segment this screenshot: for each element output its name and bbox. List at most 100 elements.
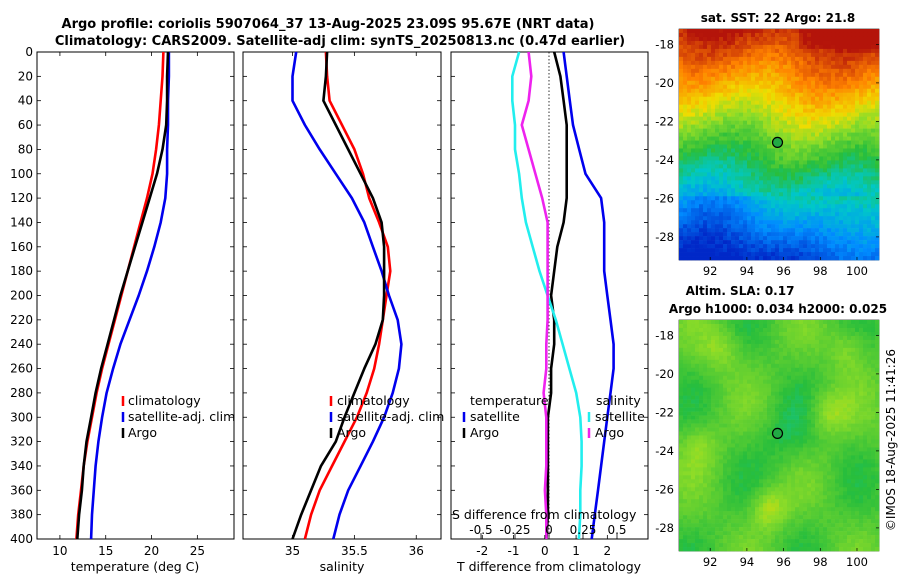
lon-tick-label: 100 [846, 264, 868, 278]
depth-tick-label: 240 [10, 337, 33, 351]
lon-tick-label: 96 [776, 264, 791, 278]
series-line-temperature-argo [545, 51, 569, 540]
legend-t-satellite-label: satellite [470, 409, 520, 424]
s-tick-label: -0.5 [469, 523, 492, 537]
s-tick-label: 0 [545, 523, 553, 537]
lat-tick-label: -28 [655, 230, 674, 244]
depth-tick-label: 320 [10, 435, 33, 449]
legend-s-argo-label: Argo [595, 425, 624, 440]
s-tick-label: 0.5 [607, 523, 626, 537]
x-tick-label: 0 [541, 544, 549, 558]
depth-tick-label: 360 [10, 483, 33, 497]
lon-tick-label: 94 [740, 555, 755, 569]
sla-map-title: Altim. SLA: 0.17 [686, 284, 795, 298]
lon-tick-label: 94 [740, 264, 755, 278]
depth-tick-label: 200 [10, 289, 33, 303]
lon-tick-label: 100 [846, 555, 868, 569]
x-tick-label: 2 [604, 544, 612, 558]
series-line-satellite-adj-clim [291, 51, 403, 540]
series-line-satellite-adj-clim [89, 52, 171, 540]
lat-tick-label: -18 [655, 37, 674, 51]
x-tick-label: 25 [190, 544, 205, 558]
lat-tick-label: -20 [655, 367, 674, 381]
argo-float-marker [771, 427, 784, 439]
temperature-panel: 10 15 20 25 0 20 40 60 80 100 120 140 160 180 200 220 24… [10, 45, 235, 574]
x-tick-label: 15 [98, 544, 113, 558]
series-line-salinity-argo [520, 51, 549, 539]
depth-tick-label: 140 [10, 215, 33, 229]
salinity-xlabel: salinity [320, 559, 365, 574]
temperature-xlabel: temperature (deg C) [71, 559, 200, 574]
figure-title-line2: Climatology: CARS2009. Satellite-adj cli… [55, 34, 625, 49]
series-line-argo [291, 51, 386, 540]
s-difference-xlabel: S difference from climatology [452, 507, 637, 522]
depth-tick-label: 120 [10, 191, 33, 205]
lon-tick-label: 92 [703, 555, 718, 569]
depth-tick-label: 60 [18, 118, 33, 132]
lat-tick-label: -24 [655, 444, 674, 458]
x-tick-label: 36 [409, 544, 424, 558]
depth-tick-label: 380 [10, 508, 33, 522]
lat-tick-label: -20 [655, 76, 674, 90]
lat-tick-label: -18 [655, 328, 674, 342]
sst-map: sat. SST: 22 Argo: 21.8 92 94 96 98 100 -18 -2… [655, 11, 880, 278]
depth-tick-label: 340 [10, 459, 33, 473]
x-tick-label: 10 [52, 544, 67, 558]
legend-argo-label: Argo [128, 425, 157, 440]
x-tick-label: 35 [285, 544, 300, 558]
depth-tick-label: 100 [10, 167, 33, 181]
depth-tick-label: 400 [10, 532, 33, 546]
series-line-argo [76, 51, 170, 540]
sla-map-subtitle: Argo h1000: 0.034 h2000: 0.025 [669, 302, 887, 316]
sst-map-title: sat. SST: 22 Argo: 21.8 [701, 11, 855, 25]
lon-tick-label: 98 [813, 264, 828, 278]
legend-t-argo-label: Argo [470, 425, 499, 440]
depth-tick-label: 40 [18, 94, 33, 108]
x-tick-label: 20 [144, 544, 159, 558]
depth-tick-label: 160 [10, 240, 33, 254]
lat-tick-label: -22 [655, 405, 674, 419]
x-tick-label: -1 [508, 544, 520, 558]
legend-argo-label: Argo [337, 425, 366, 440]
s-tick-label: 0.25 [570, 523, 597, 537]
series-line-temperature-satellite [562, 51, 615, 540]
lat-tick-label: -26 [655, 191, 674, 205]
depth-tick-label: 80 [18, 142, 33, 156]
legend-climatology-label: climatology [337, 393, 410, 408]
t-difference-xlabel: T difference from climatology [456, 559, 642, 574]
lat-tick-label: -24 [655, 153, 674, 167]
salinity-panel: 35 35.5 36 salinity climatology satellite-… [242, 51, 444, 574]
x-tick-label: 35.5 [341, 544, 368, 558]
legend-s-satellite-label: satellite [595, 409, 645, 424]
lat-tick-label: -28 [655, 521, 674, 535]
lat-tick-label: -22 [655, 114, 674, 128]
lat-tick-label: -26 [655, 482, 674, 496]
s-tick-label: -0.25 [499, 523, 530, 537]
sla-map: Altim. SLA: 0.17 Argo h1000: 0.034 h2000… [655, 284, 887, 569]
depth-tick-label: 260 [10, 362, 33, 376]
x-tick-label: -2 [476, 544, 488, 558]
lon-tick-label: 92 [703, 264, 718, 278]
x-tick-label: 1 [572, 544, 580, 558]
temperature-legend: climatology satellite-adj. clim Argo [121, 393, 235, 440]
lon-tick-label: 98 [813, 555, 828, 569]
argo-float-marker [771, 136, 784, 148]
figure-title-line1: Argo profile: coriolis 5907064_37 13-Aug… [62, 17, 595, 32]
depth-tick-label: 180 [10, 264, 33, 278]
difference-panel: -2 -1 0 1 2 -0.5 -0.25 0 0.25 0.5 T difference fr… [450, 51, 649, 574]
depth-tick-label: 220 [10, 313, 33, 327]
depth-tick-label: 300 [10, 410, 33, 424]
lon-tick-label: 96 [776, 555, 791, 569]
legend-satellite-label: satellite-adj. clim [337, 409, 444, 424]
depth-tick-label: 0 [25, 45, 33, 59]
series-line-climatology [303, 51, 392, 540]
salinity-legend: climatology satellite-adj. clim Argo [329, 393, 444, 440]
legend-satellite-label: satellite-adj. clim [128, 409, 235, 424]
legend-climatology-label: climatology [128, 393, 201, 408]
imos-watermark: ©IMOS 18-Aug-2025 11:41:26 [884, 349, 898, 531]
legend-temperature-title: temperature [470, 393, 549, 408]
depth-tick-label: 280 [10, 386, 33, 400]
legend-salinity-title: salinity [596, 393, 641, 408]
depth-tick-label: 20 [18, 69, 33, 83]
